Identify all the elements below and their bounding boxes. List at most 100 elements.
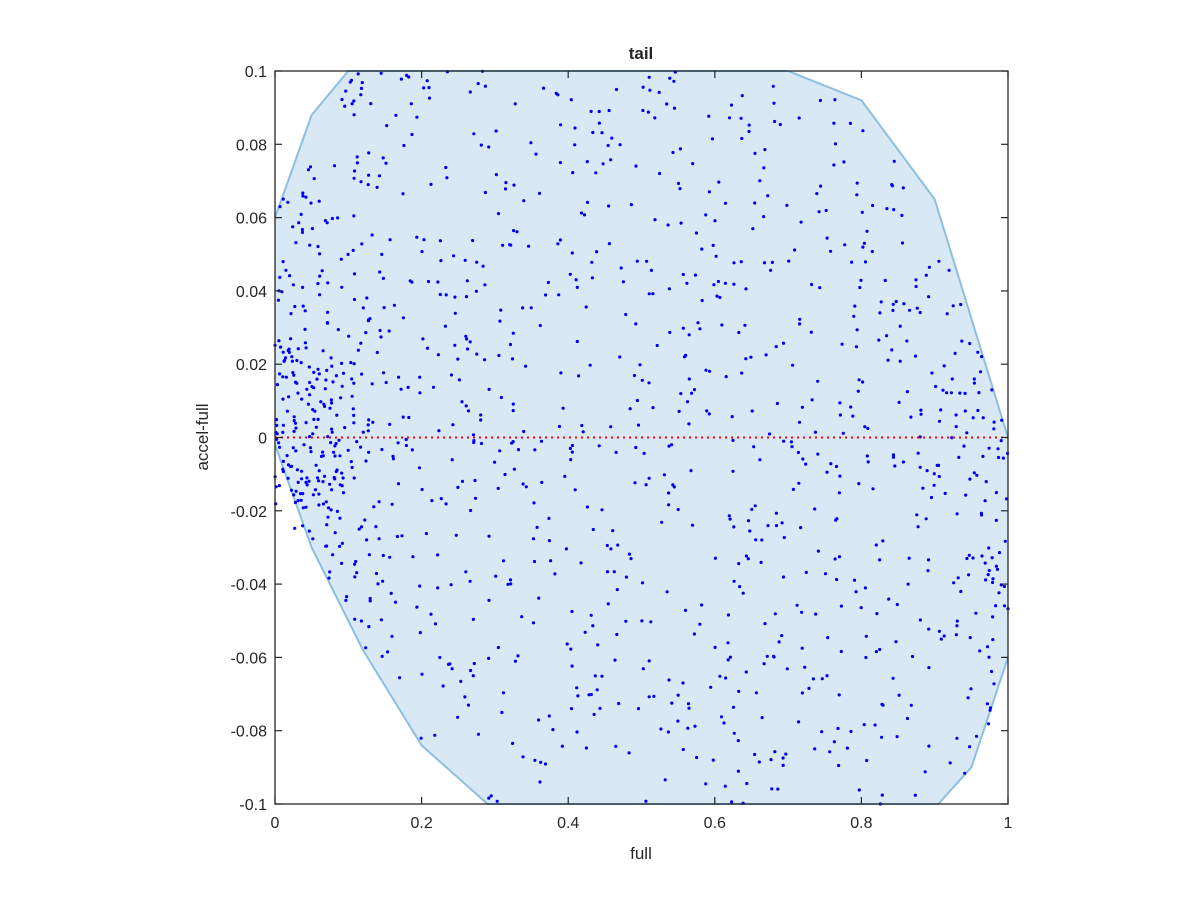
data-point	[636, 707, 641, 711]
data-point	[573, 488, 577, 492]
data-point	[501, 559, 506, 563]
data-point	[329, 441, 333, 445]
data-point	[303, 327, 307, 331]
data-point	[449, 373, 454, 377]
data-point	[852, 578, 857, 582]
data-point	[854, 590, 858, 594]
data-point	[711, 758, 715, 762]
data-point	[947, 268, 951, 272]
data-point	[334, 469, 338, 474]
y-tick-label: -0.08	[231, 724, 268, 741]
data-point	[561, 406, 565, 410]
data-point	[359, 525, 364, 529]
data-point	[726, 641, 730, 645]
data-point	[759, 560, 763, 565]
data-point	[299, 498, 303, 502]
data-point	[609, 425, 613, 429]
data-point	[438, 292, 442, 297]
data-point	[424, 531, 428, 536]
data-point	[504, 181, 508, 185]
data-point	[871, 203, 875, 208]
data-point	[941, 388, 945, 392]
data-point	[481, 264, 485, 268]
data-point	[935, 463, 939, 467]
data-point	[304, 480, 308, 484]
data-point	[379, 71, 383, 75]
data-point	[634, 164, 638, 168]
data-point	[758, 458, 762, 462]
data-point	[399, 387, 403, 391]
data-point	[290, 355, 294, 359]
data-point	[410, 132, 414, 137]
data-point	[588, 363, 592, 367]
data-point	[307, 479, 311, 483]
data-point	[330, 427, 334, 431]
data-point	[366, 429, 370, 433]
data-point	[834, 464, 839, 469]
data-point	[569, 707, 574, 711]
data-point	[340, 384, 344, 388]
data-point	[659, 727, 663, 731]
data-point	[293, 304, 297, 309]
data-point	[334, 374, 338, 378]
data-point	[296, 391, 300, 395]
data-point	[687, 706, 691, 710]
data-point	[971, 416, 975, 420]
data-point	[839, 649, 843, 654]
data-point	[346, 252, 350, 256]
data-point	[313, 409, 317, 413]
data-point	[375, 350, 379, 355]
data-point	[279, 345, 283, 349]
data-point	[730, 415, 734, 419]
data-point	[532, 501, 536, 505]
data-point	[321, 454, 325, 458]
data-point	[356, 348, 360, 352]
data-point	[348, 80, 352, 84]
data-point	[994, 564, 999, 568]
data-point	[738, 585, 742, 589]
data-point	[647, 659, 651, 663]
data-point	[897, 400, 901, 404]
data-point	[589, 613, 593, 617]
data-point	[310, 385, 314, 389]
data-point	[902, 302, 906, 306]
data-point	[744, 554, 749, 558]
data-point	[283, 356, 288, 360]
data-point	[329, 398, 333, 402]
data-point	[323, 404, 327, 408]
data-point	[501, 243, 505, 247]
data-point	[312, 417, 316, 421]
data-point	[614, 450, 618, 454]
data-point	[352, 99, 356, 103]
data-point	[829, 249, 833, 253]
data-point	[927, 627, 931, 631]
data-point	[381, 156, 385, 160]
data-point	[329, 508, 333, 512]
data-point	[632, 373, 637, 378]
data-point	[304, 421, 308, 425]
data-point	[300, 230, 305, 234]
data-point	[999, 439, 1003, 443]
data-point	[381, 276, 385, 280]
data-point	[286, 200, 290, 204]
data-point	[728, 655, 733, 659]
data-point	[939, 637, 943, 641]
data-point	[651, 292, 655, 296]
data-point	[700, 603, 704, 607]
data-point	[326, 310, 330, 314]
data-point	[537, 718, 541, 722]
data-point	[878, 647, 882, 652]
data-point	[290, 359, 294, 363]
data-point	[415, 605, 419, 609]
data-point	[487, 656, 491, 661]
data-point	[820, 730, 824, 734]
data-point	[339, 257, 343, 261]
data-point	[399, 77, 403, 81]
data-point	[791, 363, 795, 367]
data-point	[804, 462, 808, 466]
data-point	[390, 634, 394, 639]
data-point	[344, 89, 348, 93]
data-point	[800, 405, 805, 409]
data-point	[609, 158, 613, 162]
data-point	[411, 555, 415, 559]
